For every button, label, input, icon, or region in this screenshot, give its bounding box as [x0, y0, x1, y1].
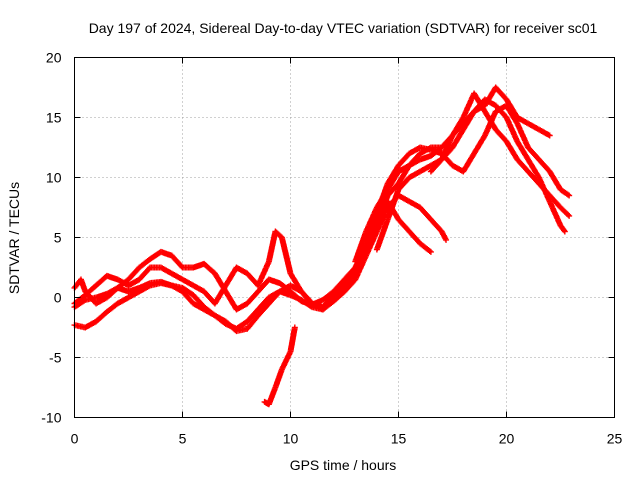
y-tick-label: 20	[46, 50, 62, 66]
series-trace-7	[427, 84, 553, 175]
x-axis-label: GPS time / hours	[290, 457, 397, 473]
series-trace	[72, 103, 571, 312]
y-tick-label: 10	[46, 170, 62, 186]
axis-ticks: 0 5 10 15 20 25 -10 -5 0 5 10 15 20	[41, 50, 622, 447]
x-tick-label: 5	[179, 431, 187, 447]
series-trace-4	[71, 198, 434, 311]
y-tick-label: -5	[49, 350, 62, 366]
series-trace-8	[261, 324, 298, 408]
series-trace	[72, 199, 433, 310]
y-tick-label: 15	[46, 110, 62, 126]
x-tick-label: 0	[71, 431, 79, 447]
y-tick-label: 5	[54, 230, 62, 246]
x-tick-label: 10	[283, 431, 299, 447]
y-tick-label: -10	[41, 410, 61, 426]
x-tick-label: 25	[607, 431, 623, 447]
series-layer	[71, 84, 573, 408]
chart-title: Day 197 of 2024, Sidereal Day-to-day VTE…	[89, 20, 598, 36]
grid	[74, 57, 615, 418]
x-tick-label: 20	[499, 431, 515, 447]
series-trace	[428, 85, 552, 174]
y-tick-label: 0	[54, 290, 62, 306]
series-trace	[73, 144, 444, 334]
y-axis-label: SDTVAR / TECUs	[6, 182, 22, 294]
x-tick-label: 15	[391, 431, 407, 447]
series-trace	[262, 326, 298, 407]
